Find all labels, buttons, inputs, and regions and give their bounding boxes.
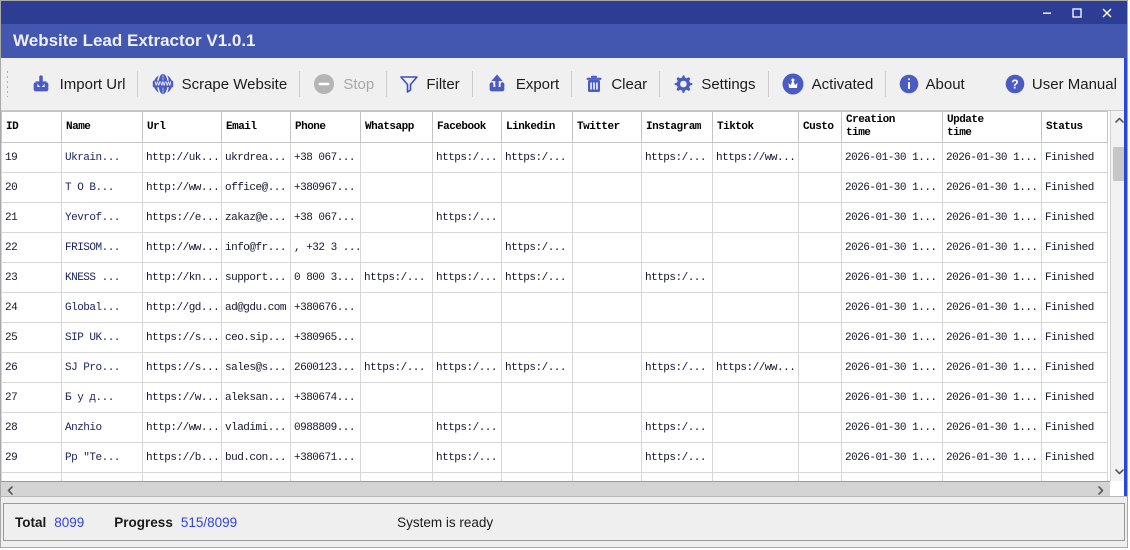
svg-text:?: ? — [1011, 77, 1019, 91]
svg-text:WWW: WWW — [154, 82, 171, 88]
